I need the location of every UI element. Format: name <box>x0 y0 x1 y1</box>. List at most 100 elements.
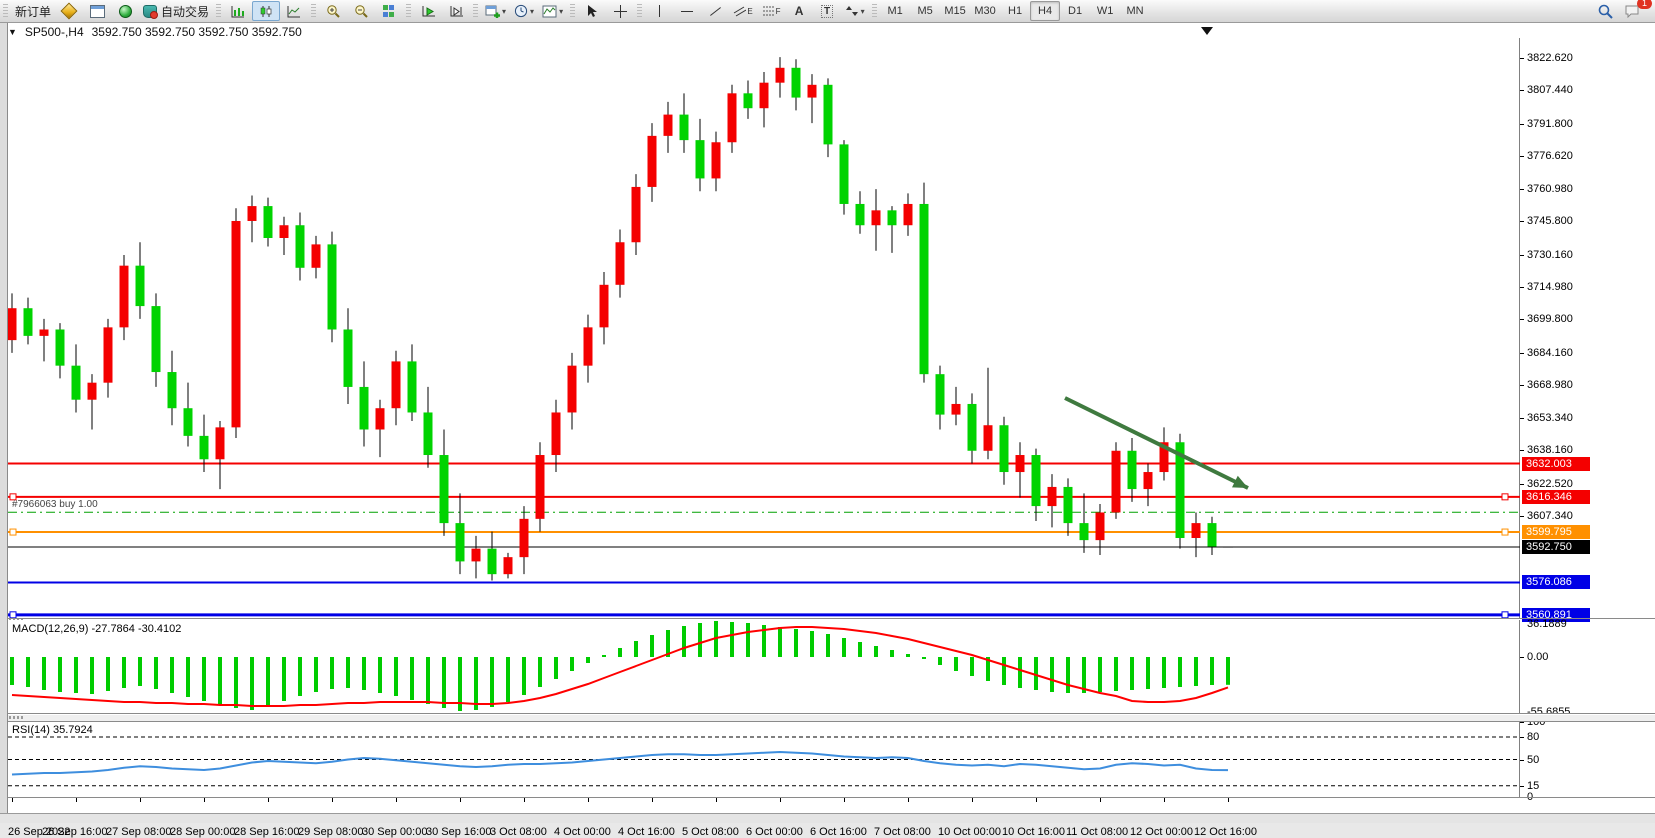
price-tick-label: 3807.440 <box>1527 84 1573 97</box>
candle <box>167 372 177 409</box>
templates-button[interactable]: ▾ <box>538 1 567 21</box>
support-line-orange-handle[interactable] <box>1501 528 1509 536</box>
macd-signal-line <box>11 626 1229 707</box>
chart-window-button[interactable] <box>83 1 111 21</box>
collapse-arrow-icon[interactable]: ▼ <box>8 27 17 37</box>
crosshair-button[interactable] <box>606 1 634 21</box>
macd-histogram-bar <box>826 634 830 657</box>
timeframe-button-w1[interactable]: W1 <box>1096 5 1114 17</box>
candle <box>583 327 593 366</box>
toolbar-grip[interactable] <box>406 4 412 18</box>
time-axis-label: 3 Oct 08:00 <box>490 826 547 838</box>
notifications-button[interactable]: 1 <box>1619 0 1652 21</box>
new-chart-button[interactable]: ▾ <box>481 1 510 21</box>
macd-histogram-bar <box>922 657 926 659</box>
chart-shift-marker[interactable] <box>1201 27 1213 35</box>
candle <box>23 308 33 336</box>
tile-windows-button[interactable] <box>375 1 403 21</box>
search-icon <box>1598 4 1613 19</box>
support-line-orange-handle[interactable] <box>9 528 17 536</box>
buy-order-label[interactable]: #7966063 buy 1.00 <box>12 499 98 511</box>
timeframe-button-m5[interactable]: M5 <box>917 5 933 17</box>
toolbar-grip[interactable] <box>637 4 643 18</box>
candle <box>695 140 705 179</box>
chart-window: ▼ SP500-,H4 3592.750 3592.750 3592.750 3… <box>0 23 1655 838</box>
toolbar-grip[interactable] <box>570 4 576 18</box>
timeframe-button-m30[interactable]: M30 <box>974 5 996 17</box>
candle <box>903 203 913 226</box>
macd-histogram-bar <box>250 657 254 710</box>
support-line-blue-lower-handle[interactable] <box>9 611 17 619</box>
horizontal-line-icon <box>681 10 694 12</box>
toolbar-grip[interactable] <box>473 4 479 18</box>
bottom-strip <box>0 813 1655 823</box>
resistance-line-lower-handle[interactable] <box>1501 493 1509 501</box>
auto-scroll-button[interactable] <box>414 1 442 21</box>
candle <box>839 144 849 204</box>
timeframe-button-h1[interactable]: H1 <box>1008 5 1023 17</box>
chart-shift-button[interactable] <box>442 1 470 21</box>
gold-diamond-button[interactable] <box>55 1 83 21</box>
candle <box>615 242 625 285</box>
macd-histogram-bar <box>954 657 958 671</box>
trend-arrow[interactable] <box>1064 396 1249 490</box>
rsi-pane[interactable] <box>8 722 1521 797</box>
trendline-button[interactable] <box>701 1 729 21</box>
macd-histogram-bar <box>1098 657 1102 692</box>
cursor-button[interactable] <box>578 1 606 21</box>
timeframe-button-mn[interactable]: MN <box>1126 5 1144 17</box>
equidistant-channel-button[interactable]: E <box>729 1 757 21</box>
timeframe-button-h4[interactable]: H4 <box>1030 1 1061 21</box>
new-order-button[interactable]: 新订单 <box>11 1 55 21</box>
period-button[interactable]: ▾ <box>510 1 538 21</box>
toolbar-grip[interactable] <box>216 4 222 18</box>
candlestick-chart-button[interactable] <box>252 1 281 21</box>
bar-chart-icon <box>231 5 245 17</box>
pane-splitter[interactable] <box>8 714 1655 722</box>
macd-histogram-bar <box>730 622 734 657</box>
vertical-line-button[interactable] <box>645 1 673 21</box>
macd-pane[interactable] <box>8 620 1521 713</box>
timeframe-button-d1[interactable]: D1 <box>1068 5 1083 17</box>
pane-separator[interactable] <box>8 713 1655 714</box>
text-button[interactable]: A <box>785 1 813 21</box>
macd-histogram-bar <box>410 657 414 700</box>
rsi-line <box>11 750 1229 776</box>
pane-splitter-grip[interactable] <box>9 716 23 719</box>
bar-chart-button[interactable] <box>224 1 252 21</box>
main-chart-pane[interactable] <box>7 38 1521 619</box>
candle <box>1079 523 1089 541</box>
macd-histogram-bar <box>314 657 318 692</box>
signals-button[interactable] <box>111 1 139 21</box>
zoom-out-button[interactable] <box>347 1 375 21</box>
resistance-line-lower-handle[interactable] <box>9 493 17 501</box>
candle <box>279 225 289 238</box>
auto-trading-button[interactable]: 自动交易 <box>139 1 213 21</box>
timeframe-button-m15[interactable]: M15 <box>944 5 966 17</box>
timeframe-button-m1[interactable]: M1 <box>887 5 903 17</box>
candle <box>455 523 465 562</box>
support-line-blue-lower-handle[interactable] <box>1501 611 1509 619</box>
line-chart-button[interactable] <box>280 1 308 21</box>
pane-separator[interactable] <box>8 618 1655 619</box>
search-button[interactable] <box>1591 1 1619 21</box>
candle <box>295 225 305 268</box>
fibonacci-button[interactable]: F <box>757 1 785 21</box>
text-label-button[interactable]: T <box>813 1 841 21</box>
toolbar-grip[interactable] <box>311 4 317 18</box>
pane-separator[interactable] <box>8 721 1655 722</box>
toolbar-grip[interactable] <box>872 4 878 18</box>
horizontal-line-button[interactable] <box>673 1 701 21</box>
price-tick-label: 3607.340 <box>1527 510 1573 522</box>
zoom-in-button[interactable] <box>319 1 347 21</box>
macd-histogram-bar <box>1178 657 1182 687</box>
macd-label: MACD(12,26,9) -27.7864 -30.4102 <box>12 623 182 635</box>
toolbar-grip[interactable] <box>3 4 8 18</box>
candle <box>791 67 801 98</box>
arrows-button[interactable]: ▾ <box>841 1 869 21</box>
candle <box>215 427 225 460</box>
macd-histogram-bar <box>1146 657 1150 689</box>
macd-histogram-bar <box>154 657 158 689</box>
candle <box>823 84 833 145</box>
macd-histogram-bar <box>90 657 94 694</box>
